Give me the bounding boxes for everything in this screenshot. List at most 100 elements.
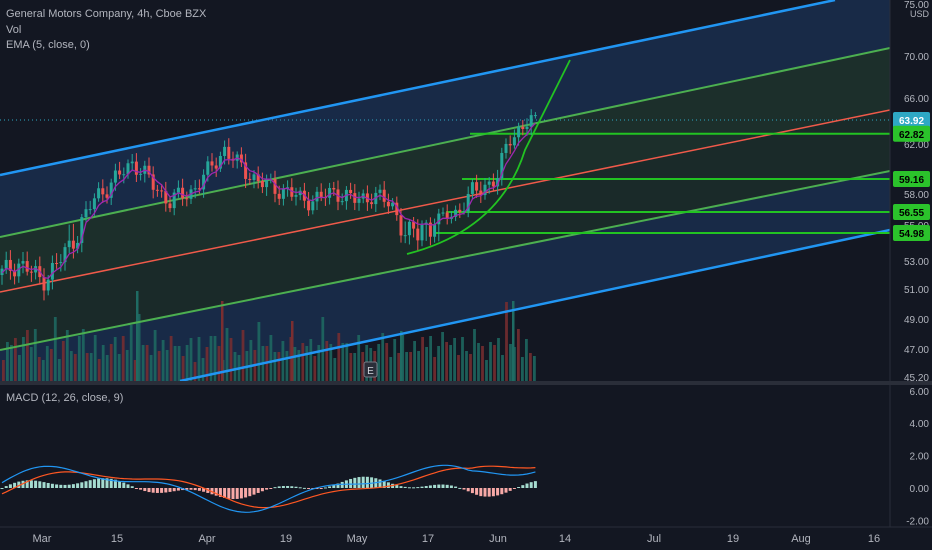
- candle-body: [412, 221, 416, 229]
- volume-bar: [277, 352, 281, 381]
- candle-body: [59, 262, 63, 264]
- macd-legend[interactable]: MACD (12, 26, close, 9): [6, 392, 124, 404]
- price-tick: 51.00: [904, 285, 929, 296]
- volume-bar: [205, 347, 209, 381]
- macd-hist-bar: [235, 488, 239, 499]
- macd-hist-bar: [260, 488, 264, 492]
- macd-hist-bar: [0, 488, 4, 489]
- macd-hist-bar: [286, 485, 290, 488]
- macd-hist-bar: [256, 488, 260, 493]
- volume-bar: [14, 338, 17, 381]
- candle-body: [517, 126, 521, 138]
- candle-body: [496, 178, 500, 187]
- candle-body: [210, 161, 214, 166]
- macd-hist-bar: [298, 487, 302, 489]
- volume-bar: [137, 314, 141, 381]
- macd-hist-bar: [302, 487, 306, 489]
- price-badge-label: 54.98: [899, 229, 924, 240]
- volume-bar: [181, 356, 185, 381]
- macd-hist-bar: [155, 488, 159, 493]
- time-tick: 17: [422, 533, 434, 545]
- candle-body: [227, 146, 231, 159]
- candle-body: [458, 209, 462, 213]
- macd-hist-bar: [504, 488, 508, 493]
- price-badge-label: 63.92: [899, 116, 924, 127]
- candle-body: [260, 181, 264, 188]
- candle-body: [508, 143, 512, 146]
- macd-hist-bar: [449, 485, 453, 488]
- earnings-badge: [363, 361, 378, 378]
- volume-legend[interactable]: Vol: [6, 24, 22, 36]
- volume-bar: [477, 343, 480, 381]
- volume-bar: [291, 321, 294, 381]
- macd-hist-bar: [533, 481, 537, 488]
- earnings-marker: E: [363, 361, 378, 378]
- macd-tick: 4.00: [910, 419, 930, 430]
- candle-body: [491, 181, 495, 187]
- volume-bar: [109, 344, 113, 381]
- candle-body: [399, 215, 403, 236]
- candle-body: [454, 209, 458, 217]
- macd-hist-bar: [445, 484, 449, 488]
- channel-upper-fill: [0, 0, 890, 237]
- macd-hist-bar: [336, 483, 340, 488]
- volume-bar: [81, 329, 85, 381]
- time-tick: Jun: [489, 533, 507, 545]
- volume-bar: [493, 345, 496, 381]
- candle-body: [67, 240, 71, 248]
- macd-hist-bar: [323, 487, 327, 489]
- candle-body: [340, 201, 344, 203]
- volume-bar: [173, 346, 177, 381]
- candle-body: [139, 173, 143, 175]
- candle-body: [101, 188, 105, 195]
- candle-body: [290, 187, 294, 197]
- volume-bar: [485, 360, 488, 381]
- candle-body: [50, 262, 54, 280]
- macd-hist-bar: [67, 484, 71, 488]
- macd-hist-bar: [17, 481, 21, 488]
- volume-bar: [45, 346, 49, 381]
- volume-bar: [145, 345, 149, 381]
- volume-bar: [161, 340, 165, 381]
- volume-bar: [517, 329, 520, 381]
- candle-body: [84, 209, 88, 218]
- candle-body: [214, 165, 218, 169]
- macd-hist-bar: [239, 488, 243, 499]
- candle-body: [0, 268, 4, 275]
- time-axis-bg: [0, 527, 932, 550]
- candle-body: [487, 181, 491, 185]
- ema-legend[interactable]: EMA (5, close, 0): [6, 39, 90, 51]
- currency-label: USD: [910, 9, 930, 19]
- candle-body: [71, 240, 75, 249]
- macd-hist-bar: [466, 488, 470, 492]
- macd-hist-bar: [202, 488, 206, 492]
- candle-body: [21, 261, 25, 264]
- earnings-label: E: [367, 366, 374, 377]
- volume-bar: [409, 352, 412, 381]
- volume-bar: [457, 355, 460, 381]
- price-tick: 49.00: [904, 315, 929, 326]
- macd-hist-bar: [113, 479, 117, 488]
- volume-bar: [317, 345, 321, 381]
- time-tick: Aug: [791, 533, 811, 545]
- volume-bar: [413, 341, 416, 381]
- volume-bar: [26, 330, 29, 381]
- volume-bar: [89, 353, 93, 381]
- symbol-legend[interactable]: General Motors Company, 4h, Cboe BZX: [6, 8, 207, 20]
- candle-body: [130, 161, 134, 164]
- volume-bar: [229, 338, 233, 381]
- macd-line: [1, 464, 536, 513]
- macd-hist-bar: [475, 488, 479, 495]
- macd-hist-bar: [139, 488, 143, 490]
- candle-body: [256, 174, 260, 182]
- macd-hist-bar: [122, 482, 126, 488]
- candle-body: [63, 247, 67, 263]
- volume-bar: [525, 339, 528, 381]
- macd-hist-bar: [395, 485, 399, 488]
- candle-body: [466, 193, 470, 212]
- price-badge: [893, 225, 930, 241]
- macd-hist-bar: [38, 481, 42, 488]
- volume-bar: [57, 359, 61, 381]
